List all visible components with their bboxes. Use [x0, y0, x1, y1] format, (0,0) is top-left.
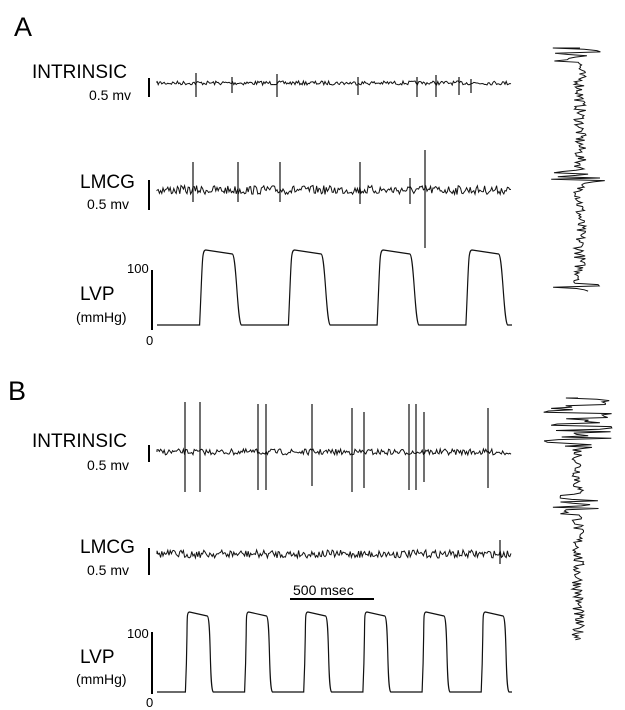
a-intrinsic-trace: [156, 79, 512, 87]
a-lmcg-label: LMCG: [80, 172, 135, 193]
b-lmcg-scale: 0.5 mv: [87, 562, 130, 578]
a-lmcg-trace: [156, 183, 512, 197]
b-lvp-ymax: 100: [127, 626, 149, 641]
b-lmcg-label: LMCG: [80, 537, 135, 558]
b-lmcg-trace: [156, 548, 512, 560]
b-lvp-ymin: 0: [146, 695, 154, 710]
b-intrinsic-scale: 0.5 mv: [87, 457, 130, 473]
b-lvp-unit: (mmHg): [76, 671, 127, 687]
a-intrinsic-scale: 0.5 mv: [89, 87, 132, 103]
a-lvp-unit: (mmHg): [76, 309, 127, 325]
b-vertical-trace: [543, 397, 613, 641]
b-lvp-trace: [157, 611, 512, 693]
a-lvp-ymax: 100: [127, 261, 149, 276]
time-scale-label: 500 msec: [293, 582, 354, 598]
a-lvp-label: LVP: [80, 284, 115, 305]
panel-a-letter: A: [14, 12, 33, 42]
a-intrinsic-label: INTRINSIC: [32, 62, 127, 83]
b-intrinsic-trace: [156, 447, 512, 457]
panel-b-letter: B: [8, 376, 27, 406]
a-vertical-trace: [551, 47, 605, 292]
a-lvp-trace: [157, 249, 512, 326]
a-lvp-ymin: 0: [146, 333, 154, 348]
b-lvp-label: LVP: [80, 647, 115, 668]
a-lmcg-scale: 0.5 mv: [87, 196, 130, 212]
trace-group: [156, 47, 613, 693]
b-intrinsic-label: INTRINSIC: [32, 431, 127, 452]
